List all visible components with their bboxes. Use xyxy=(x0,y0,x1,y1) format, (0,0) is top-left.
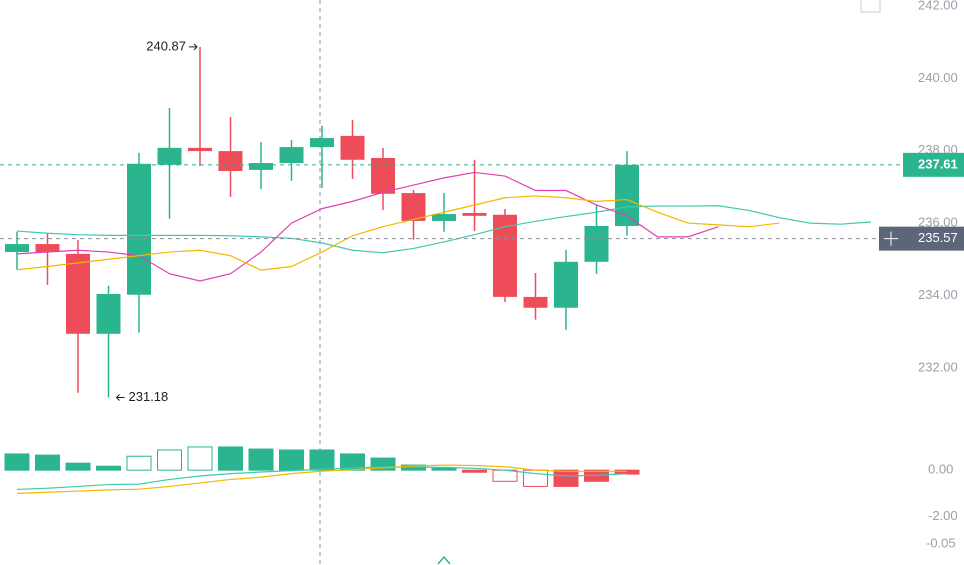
candle-body xyxy=(35,244,60,253)
candle-body xyxy=(310,138,334,148)
histogram-bar xyxy=(279,449,304,471)
histogram-bar xyxy=(35,454,60,471)
histogram-bar xyxy=(248,448,274,471)
histogram-bar xyxy=(65,462,91,471)
last-price-label: 237.61 xyxy=(918,156,958,171)
histogram-bar xyxy=(218,446,243,471)
candle-body xyxy=(127,163,151,295)
candle-body xyxy=(249,163,273,170)
line-series xyxy=(16,466,628,491)
candle-body xyxy=(279,147,304,164)
cursor-price-label: 235.57 xyxy=(918,230,958,245)
high-label: 240.87 xyxy=(146,38,186,53)
histogram-bar xyxy=(4,453,30,471)
y-tick-label: 232.00 xyxy=(918,359,958,374)
candle-body xyxy=(615,164,639,226)
candle-body xyxy=(554,261,578,308)
candle-body xyxy=(340,135,365,160)
histogram-bar xyxy=(492,469,518,482)
candle-body xyxy=(5,244,29,253)
histogram-bar xyxy=(187,446,213,471)
line-series xyxy=(16,171,719,282)
cursor-plus xyxy=(884,231,898,246)
candle-body xyxy=(584,225,609,262)
y-tick-label: 236.00 xyxy=(918,215,958,230)
last-price-box xyxy=(903,152,964,177)
candle-body xyxy=(66,253,90,334)
histogram-bar xyxy=(431,467,457,471)
candle-body xyxy=(218,151,243,171)
candle-body xyxy=(523,296,548,308)
histogram-bar xyxy=(462,469,487,473)
y-tick-label: 242.00 xyxy=(918,0,958,12)
y-tick-label: 234.00 xyxy=(918,287,958,302)
histogram-bar xyxy=(126,455,152,471)
candle-body xyxy=(371,157,395,194)
y-tick-label: -2.00 xyxy=(928,508,958,523)
y-tick-label: -0.05 xyxy=(926,535,956,550)
candle-body xyxy=(188,147,212,152)
candle-body xyxy=(157,147,182,165)
arrow xyxy=(115,394,125,401)
candle-body xyxy=(432,214,456,221)
line-series xyxy=(16,195,780,271)
histogram-bar xyxy=(553,469,579,487)
scale-button[interactable] xyxy=(860,0,881,13)
histogram-bar xyxy=(309,449,335,471)
low-label: 231.18 xyxy=(129,389,169,404)
arrow xyxy=(189,43,198,51)
y-tick-label: 0.00 xyxy=(928,462,953,477)
y-tick-label: 240.00 xyxy=(918,70,958,85)
scroll-marker xyxy=(437,555,451,565)
line-series xyxy=(16,205,872,254)
candle-body xyxy=(96,294,121,334)
candle-body xyxy=(462,212,487,216)
line-series xyxy=(16,464,627,494)
histogram-bar xyxy=(157,449,182,471)
candle-body xyxy=(401,193,426,221)
histogram-bar xyxy=(96,465,121,471)
